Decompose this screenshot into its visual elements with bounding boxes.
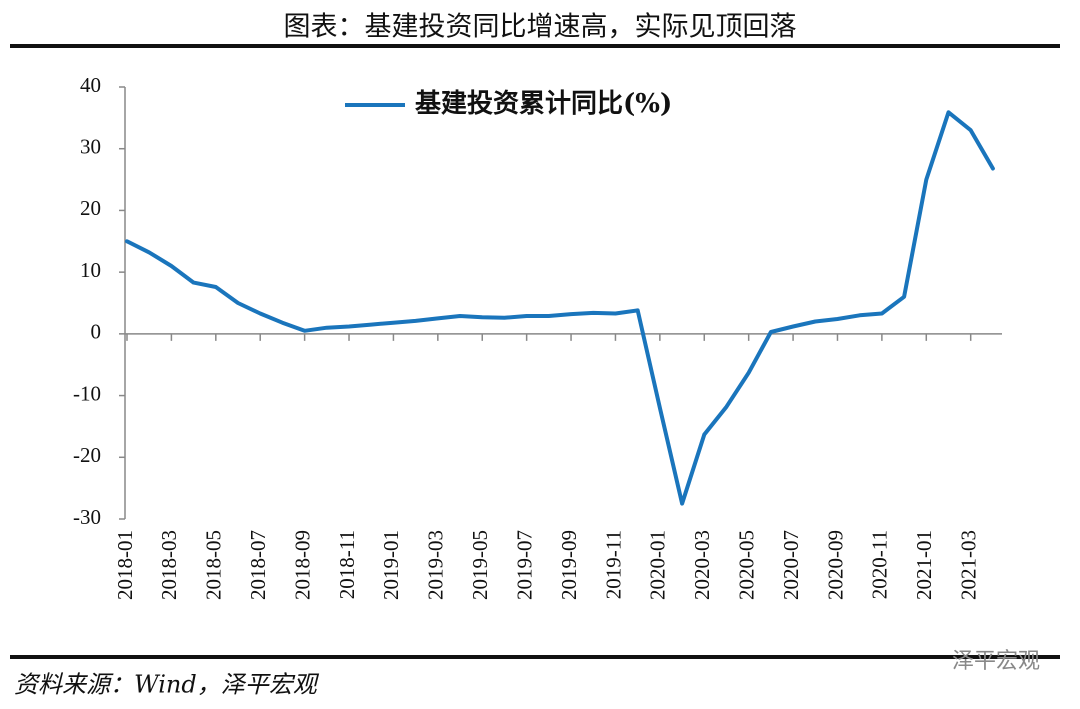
x-tick-label: 2021-03 <box>957 530 981 600</box>
y-tick-label: 20 <box>80 196 101 220</box>
watermark: 泽平宏观 <box>952 649 1040 674</box>
x-tick-label: 2020-01 <box>646 530 670 600</box>
y-tick-label: 10 <box>80 258 101 282</box>
x-tick-label: 2020-05 <box>734 530 758 600</box>
x-tick-label: 2020-11 <box>868 530 892 599</box>
title-rule <box>10 44 1060 48</box>
y-tick-label: 0 <box>91 320 102 344</box>
x-tick-label: 2018-03 <box>157 530 181 600</box>
x-tick-label: 2018-01 <box>113 530 137 600</box>
chart-title: 图表：基建投资同比增速高，实际见顶回落 <box>284 12 797 43</box>
source-note: 资料来源：Wind，泽平宏观 <box>14 671 320 699</box>
x-tick-label: 2018-11 <box>335 530 359 599</box>
x-tick-label: 2021-01 <box>912 530 936 600</box>
x-tick-label: 2019-07 <box>512 530 536 600</box>
x-tick-label: 2019-03 <box>424 530 448 600</box>
x-tick-label: 2019-09 <box>557 530 581 600</box>
x-tick-label: 2019-11 <box>601 530 625 599</box>
y-tick-label: -10 <box>73 381 101 405</box>
x-tick-label: 2020-09 <box>823 530 847 600</box>
y-tick-label: -20 <box>73 443 101 467</box>
x-tick-label: 2018-07 <box>246 530 270 600</box>
x-tick-label: 2019-05 <box>468 530 492 600</box>
x-tick-label: 2018-09 <box>290 530 314 600</box>
y-tick-label: -30 <box>73 505 101 529</box>
x-tick-label: 2018-05 <box>202 530 226 600</box>
series-line <box>125 110 995 506</box>
footer-rule <box>10 655 1060 659</box>
y-tick-label: 40 <box>80 73 101 97</box>
x-tick-label: 2020-03 <box>690 530 714 600</box>
x-tick-label: 2020-07 <box>779 530 803 600</box>
x-tick-label: 2019-01 <box>379 530 403 600</box>
legend-label: 基建投资累计同比(%) <box>415 89 672 119</box>
y-tick-label: 30 <box>80 135 101 159</box>
